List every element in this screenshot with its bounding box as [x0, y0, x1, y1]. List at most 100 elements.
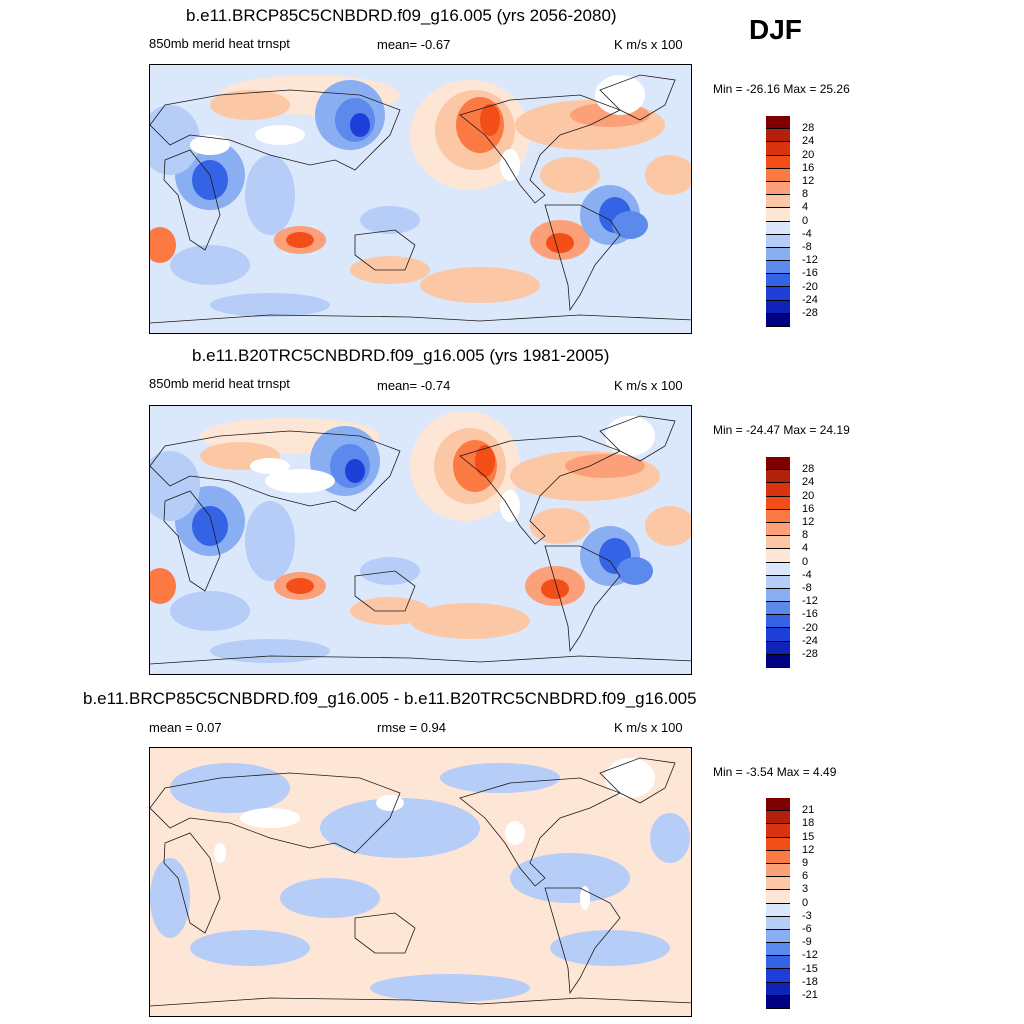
colorbar-swatch [766, 129, 790, 143]
colorbar-swatch [766, 969, 790, 983]
colorbar-tick-label: 4 [802, 542, 809, 555]
colorbar-tick-label: 24 [802, 135, 815, 148]
colorbar-tick-label: 20 [802, 148, 815, 161]
colorbar-swatch [766, 261, 790, 275]
colorbar-swatch [766, 890, 790, 904]
panel-3-map-svg [150, 757, 691, 1007]
panel-3-mean-label: mean = 0.07 [149, 720, 222, 735]
field-contour-region [245, 155, 295, 235]
field-contour-region [541, 579, 569, 599]
field-contour-region [546, 233, 574, 253]
colorbar-tick-label: 12 [802, 843, 815, 856]
colorbar-swatch [766, 877, 790, 891]
colorbar-swatch [766, 457, 790, 471]
field-contour-region [190, 930, 310, 966]
colorbar-tick-label: -3 [802, 909, 812, 922]
colorbar-tick-label: -16 [802, 608, 818, 621]
colorbar-swatch [766, 903, 790, 917]
field-contour-region [210, 639, 330, 663]
panel-1-map [149, 64, 692, 334]
field-contour-region [150, 105, 200, 175]
panel-1-title: b.e11.BRCP85C5CNBDRD.f09_g16.005 (yrs 20… [186, 6, 617, 25]
colorbar-swatch [766, 536, 790, 550]
colorbar-tick-label: 21 [802, 804, 815, 817]
continent-coastline [459, 777, 621, 887]
field-contour-region [376, 795, 404, 811]
colorbar-tick-label: -4 [802, 568, 812, 581]
colorbar-tick-label: 0 [802, 555, 809, 568]
field-contour-region [240, 808, 300, 828]
field-contour-region [475, 445, 495, 477]
field-contour-region [500, 149, 520, 181]
field-contour-region [192, 506, 228, 546]
field-contour-region [360, 557, 420, 585]
colorbar-swatch [766, 287, 790, 301]
continent-coastline [150, 89, 401, 171]
colorbar-tick-label: 9 [802, 857, 809, 869]
field-contour-region [580, 886, 590, 910]
colorbar-swatch [766, 943, 790, 957]
colorbar-tick-label: -28 [802, 648, 818, 660]
panel-2-mean-label: mean= -0.74 [377, 378, 451, 393]
colorbar-tick-label: 15 [802, 830, 815, 843]
colorbar-tick-label: -12 [802, 254, 818, 267]
colorbar-swatch [766, 628, 790, 642]
field-contour-region [210, 293, 330, 317]
colorbar-tick-label: -28 [802, 307, 818, 319]
colorbar-swatch [766, 824, 790, 838]
field-contour-region [245, 501, 295, 581]
colorbar-tick-label: -12 [802, 949, 818, 962]
field-contour-region [255, 125, 305, 145]
colorbar-swatch [766, 641, 790, 655]
colorbar-swatch [766, 995, 790, 1009]
field-contour-region [150, 227, 176, 263]
field-contour-region [320, 798, 480, 858]
field-contour-region [505, 821, 525, 845]
colorbar-tick-label: -6 [802, 923, 812, 935]
colorbar-tick-label: 12 [802, 175, 815, 187]
panel-3-minmax: Min = -3.54 Max = 4.49 [713, 765, 837, 779]
colorbar-tick-label: -9 [802, 936, 812, 949]
panel-3-title: b.e11.BRCP85C5CNBDRD.f09_g16.005 - b.e11… [83, 689, 697, 708]
colorbar-swatch [766, 221, 790, 235]
colorbar-swatch [766, 300, 790, 314]
field-contour-region [250, 458, 290, 474]
colorbar-swatch [766, 168, 790, 182]
colorbar-tick-label: -18 [802, 975, 818, 988]
field-contour-region [286, 578, 314, 594]
colorbar-swatch [766, 654, 790, 668]
continent-coastline [150, 772, 401, 854]
field-contour-region [595, 75, 645, 115]
continent-coastline [459, 435, 621, 545]
panel-2-title: b.e11.B20TRC5CNBDRD.f09_g16.005 (yrs 198… [192, 346, 610, 365]
field-contour-region [192, 160, 228, 200]
panel-3-units-label: K m/s x 100 [614, 720, 683, 735]
colorbar-swatch [766, 116, 790, 130]
field-contour-region [605, 758, 655, 798]
colorbar-tick-label: 3 [802, 883, 809, 896]
field-contour-region [170, 591, 250, 631]
colorbar-swatch [766, 470, 790, 484]
field-contour-region [170, 763, 290, 813]
season-label: DJF [749, 14, 802, 45]
colorbar-swatch [766, 181, 790, 196]
colorbar-swatch [766, 208, 790, 222]
colorbar-tick-label: -21 [802, 989, 818, 1001]
continent-coastline [599, 415, 676, 462]
panel-2-units-label: K m/s x 100 [614, 378, 683, 393]
colorbar-swatch [766, 274, 790, 288]
colorbar-tick-label: -16 [802, 267, 818, 280]
colorbar-swatch [766, 982, 790, 996]
continent-coastline [544, 887, 621, 995]
continent-coastline [354, 229, 416, 271]
field-contour-region [500, 490, 520, 522]
colorbar-tick-label: -15 [802, 962, 818, 975]
colorbar-swatch [766, 956, 790, 970]
colorbar-swatch [766, 195, 790, 209]
continent-coastline [599, 757, 676, 804]
panel-2-variable-label: 850mb merid heat trnspt [149, 376, 290, 391]
colorbar-swatch [766, 811, 790, 825]
colorbar-tick-label: -8 [802, 582, 812, 594]
colorbar-tick-label: -20 [802, 280, 818, 293]
colorbar-swatch [766, 863, 790, 878]
